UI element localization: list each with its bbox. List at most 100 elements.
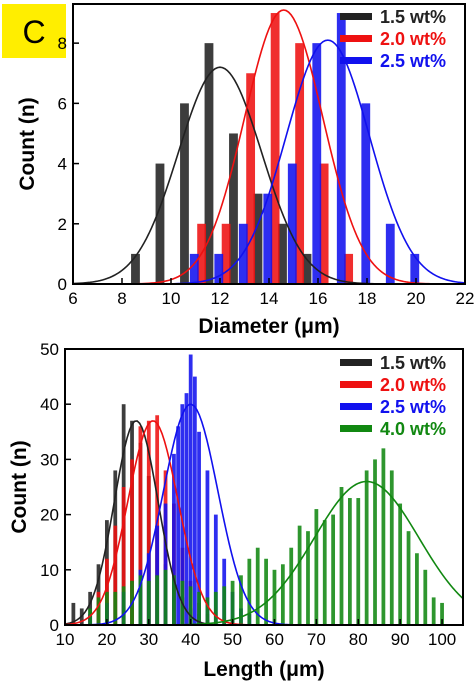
length-y-tick-label: 10: [40, 561, 59, 580]
diameter-y-axis-title: Count (n): [16, 97, 39, 190]
diameter-bar: [336, 13, 346, 285]
diameter-legend-swatch: [340, 35, 372, 42]
length-y-axis-title: Count (n): [8, 440, 31, 533]
length-bar: [297, 525, 302, 625]
length-bar: [255, 547, 260, 625]
diameter-bar: [155, 163, 165, 284]
diameter-x-tick-label: 12: [211, 289, 230, 308]
length-bar: [272, 569, 277, 625]
diameter-bar: [344, 253, 354, 284]
length-legend-label: 2.5 wt%: [380, 397, 446, 417]
length-x-tick-label: 20: [97, 630, 116, 649]
length-bar: [138, 426, 143, 625]
length-bar: [188, 586, 193, 625]
length-bar: [146, 580, 151, 625]
diameter-bar: [263, 193, 273, 284]
length-bar: [172, 453, 176, 625]
diameter-bar: [278, 223, 287, 284]
length-bar: [71, 602, 76, 625]
diameter-bar: [295, 43, 305, 284]
length-bar: [105, 591, 109, 625]
diameter-bar: [319, 163, 329, 284]
length-bar: [339, 487, 344, 625]
diameter-x-tick-label: 10: [162, 289, 181, 308]
length-bar: [172, 575, 176, 625]
length-legend-label: 4.0 wt%: [380, 419, 446, 439]
length-bar: [176, 426, 181, 625]
length-bar: [130, 459, 134, 625]
length-bar: [322, 520, 327, 625]
length-plot-frame: [64, 348, 464, 626]
diameter-bar: [410, 253, 420, 284]
length-bar: [331, 514, 336, 625]
length-y-tick-label: 40: [40, 395, 59, 414]
diameter-legend-label: 2.5 wt%: [380, 51, 446, 71]
diameter-axis-ticks: 6 8 10 12 14 16 18 20 22 0 2 4 6 8: [58, 34, 474, 308]
length-bar: [163, 503, 168, 625]
length-bar: [406, 531, 411, 625]
diameter-bar: [361, 103, 371, 285]
length-bar: [184, 393, 189, 625]
diameter-legend-swatch: [340, 13, 372, 20]
length-bar: [121, 586, 126, 625]
length-bar: [264, 558, 268, 625]
length-bar: [138, 575, 143, 625]
diameter-bar: [253, 193, 263, 284]
length-x-tick-label: 100: [428, 630, 456, 649]
diameter-x-tick-label: 22: [456, 289, 474, 308]
length-legend: 1.5 wt%2.0 wt%2.5 wt%4.0 wt%: [340, 353, 446, 439]
length-x-tick-label: 90: [391, 630, 410, 649]
diameter-legend-label: 2.0 wt%: [380, 29, 446, 49]
length-bar: [197, 431, 201, 625]
length-bar: [431, 597, 436, 625]
diameter-bar: [189, 253, 199, 284]
diameter-bar: [131, 253, 140, 284]
length-bars: [71, 354, 444, 625]
length-x-tick-label: 60: [265, 630, 284, 649]
diameter-x-tick-label: 16: [309, 289, 328, 308]
length-x-tick-label: 40: [181, 630, 200, 649]
length-bar: [415, 553, 419, 625]
length-bar: [423, 569, 428, 625]
diameter-y-tick-label: 0: [58, 275, 67, 294]
diameter-bar: [312, 43, 322, 284]
length-bar: [121, 487, 126, 625]
length-bar: [146, 420, 151, 625]
length-bar: [230, 580, 235, 625]
diameter-x-axis-title: Diameter (μm): [198, 315, 339, 338]
length-x-tick-label: 70: [307, 630, 326, 649]
length-bar: [364, 470, 369, 625]
length-legend-swatch: [340, 381, 372, 388]
diameter-y-tick-label: 6: [58, 94, 67, 113]
length-x-tick-label: 80: [349, 630, 368, 649]
length-bar: [280, 564, 285, 625]
diameter-bar: [180, 103, 189, 285]
diameter-bar: [221, 223, 231, 284]
length-bar: [440, 602, 444, 625]
length-bar: [205, 470, 210, 625]
length-bar: [398, 503, 403, 625]
length-legend-swatch: [340, 403, 372, 410]
length-x-tick-label: 30: [139, 630, 158, 649]
length-legend-swatch: [340, 425, 372, 432]
length-y-tick-label: 0: [50, 616, 59, 635]
diameter-x-tick-label: 18: [358, 289, 377, 308]
diameter-legend: 1.5 wt%2.0 wt%2.5 wt%: [340, 7, 446, 71]
diameter-bar: [385, 223, 395, 284]
length-legend-label: 2.0 wt%: [380, 375, 446, 395]
length-y-tick-label: 50: [40, 340, 59, 359]
length-bar: [239, 575, 243, 625]
diameter-x-tick-label: 6: [68, 289, 77, 308]
length-bar: [373, 459, 377, 625]
diameter-bar: [302, 253, 312, 284]
diameter-bar: [287, 163, 297, 284]
length-bar: [213, 591, 218, 625]
diameter-bar: [214, 253, 224, 284]
diameter-y-tick-label: 8: [58, 34, 67, 53]
length-bar: [113, 591, 118, 625]
length-bar: [247, 558, 252, 625]
length-bar: [314, 509, 319, 625]
